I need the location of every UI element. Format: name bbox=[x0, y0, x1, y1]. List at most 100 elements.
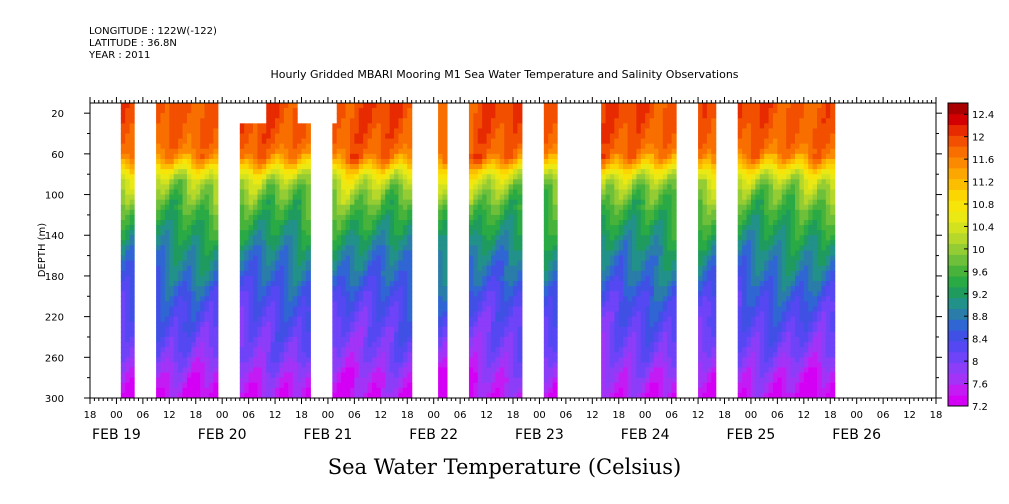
heatmap-cell bbox=[266, 174, 272, 180]
heatmap-cell bbox=[332, 286, 338, 292]
heatmap-cell bbox=[662, 189, 668, 196]
heatmap-cell bbox=[477, 113, 483, 119]
heatmap-cell bbox=[279, 108, 285, 114]
heatmap-cell bbox=[658, 321, 664, 328]
heatmap-cell bbox=[654, 113, 660, 119]
heatmap-cell bbox=[631, 103, 637, 109]
heatmap-cell bbox=[402, 230, 408, 236]
heatmap-cell bbox=[200, 250, 206, 257]
heatmap-cell bbox=[275, 377, 281, 384]
heatmap-cell bbox=[667, 275, 673, 282]
heatmap-cell bbox=[178, 235, 184, 241]
heatmap-cell bbox=[305, 194, 311, 201]
heatmap-cell bbox=[186, 326, 192, 333]
heatmap-cell bbox=[275, 275, 281, 282]
heatmap-cell bbox=[442, 138, 448, 145]
heatmap-cell bbox=[605, 311, 611, 318]
heatmap-cell bbox=[257, 362, 263, 369]
heatmap-cell bbox=[160, 265, 166, 272]
heatmap-cell bbox=[513, 174, 519, 180]
heatmap-cell bbox=[504, 148, 510, 155]
heatmap-cell bbox=[301, 387, 307, 394]
heatmap-cell bbox=[552, 245, 558, 252]
heatmap-cell bbox=[270, 372, 276, 379]
heatmap-cell bbox=[279, 372, 285, 379]
heatmap-cell bbox=[363, 103, 369, 109]
heatmap-cell bbox=[248, 138, 254, 145]
heatmap-cell bbox=[156, 148, 162, 155]
heatmap-cell bbox=[438, 209, 444, 216]
heatmap-cell bbox=[407, 148, 413, 155]
heatmap-cell bbox=[517, 214, 523, 221]
heatmap-cell bbox=[605, 214, 611, 221]
heatmap-cell bbox=[182, 245, 188, 252]
heatmap-cell bbox=[486, 392, 492, 398]
heatmap-cell bbox=[376, 392, 382, 398]
heatmap-cell bbox=[698, 245, 704, 252]
heatmap-cell bbox=[402, 336, 408, 343]
heatmap-cell bbox=[297, 138, 303, 145]
heatmap-cell bbox=[288, 143, 294, 150]
heatmap-cell bbox=[244, 382, 250, 389]
heatmap-cell bbox=[213, 352, 219, 358]
heatmap-cell bbox=[120, 148, 126, 155]
heatmap-cell bbox=[623, 296, 629, 302]
heatmap-cell bbox=[698, 321, 704, 328]
heatmap-cell bbox=[662, 108, 668, 114]
heatmap-cell bbox=[270, 331, 276, 338]
heatmap-cell bbox=[292, 260, 298, 267]
heatmap-cell bbox=[195, 270, 201, 277]
heatmap-cell bbox=[292, 316, 298, 323]
heatmap-cell bbox=[125, 199, 131, 206]
heatmap-cell bbox=[191, 245, 197, 252]
heatmap-cell bbox=[640, 301, 646, 308]
heatmap-cell bbox=[552, 326, 558, 333]
heatmap-cell bbox=[186, 255, 192, 262]
heatmap-cell bbox=[499, 321, 505, 328]
heatmap-cell bbox=[667, 118, 673, 124]
heatmap-cell bbox=[182, 270, 188, 277]
heatmap-cell bbox=[438, 296, 444, 302]
heatmap-cell bbox=[336, 179, 342, 185]
heatmap-cell bbox=[160, 143, 166, 150]
heatmap-cell bbox=[517, 392, 523, 398]
heatmap-cell bbox=[508, 138, 514, 145]
heatmap-cell bbox=[394, 387, 400, 394]
heatmap-cell bbox=[490, 153, 496, 160]
heatmap-cell bbox=[631, 225, 637, 231]
heatmap-cell bbox=[601, 118, 607, 124]
heatmap-cell bbox=[385, 153, 391, 160]
heatmap-cell bbox=[156, 352, 162, 358]
heatmap-cell bbox=[354, 306, 360, 313]
heatmap-cell bbox=[543, 316, 549, 323]
heatmap-cell bbox=[649, 255, 655, 262]
heatmap-cell bbox=[261, 291, 267, 297]
heatmap-cell bbox=[548, 291, 554, 297]
heatmap-cell bbox=[508, 347, 514, 353]
heatmap-cell bbox=[253, 194, 259, 201]
heatmap-cell bbox=[358, 377, 364, 384]
heatmap-cell bbox=[601, 204, 607, 211]
heatmap-cell bbox=[513, 235, 519, 241]
heatmap-cell bbox=[658, 169, 664, 175]
heatmap-cell bbox=[156, 123, 162, 130]
heatmap-cell bbox=[389, 311, 395, 318]
heatmap-cell bbox=[499, 219, 505, 226]
heatmap-cell bbox=[279, 301, 285, 308]
heatmap-cell bbox=[486, 103, 492, 109]
heatmap-cell bbox=[438, 291, 444, 297]
heatmap-cell bbox=[182, 219, 188, 226]
heatmap-cell bbox=[195, 331, 201, 338]
heatmap-cell bbox=[283, 169, 289, 175]
heatmap-cell bbox=[698, 174, 704, 180]
heatmap-cell bbox=[279, 352, 285, 358]
heatmap-cell bbox=[253, 164, 259, 170]
heatmap-cell bbox=[367, 275, 373, 282]
heatmap-cell bbox=[208, 357, 214, 363]
heatmap-cell bbox=[438, 164, 444, 170]
heatmap-cell bbox=[208, 372, 214, 379]
heatmap-cell bbox=[605, 148, 611, 155]
heatmap-cell bbox=[640, 128, 646, 135]
heatmap-cell bbox=[482, 143, 488, 150]
heatmap-cell bbox=[468, 362, 474, 369]
